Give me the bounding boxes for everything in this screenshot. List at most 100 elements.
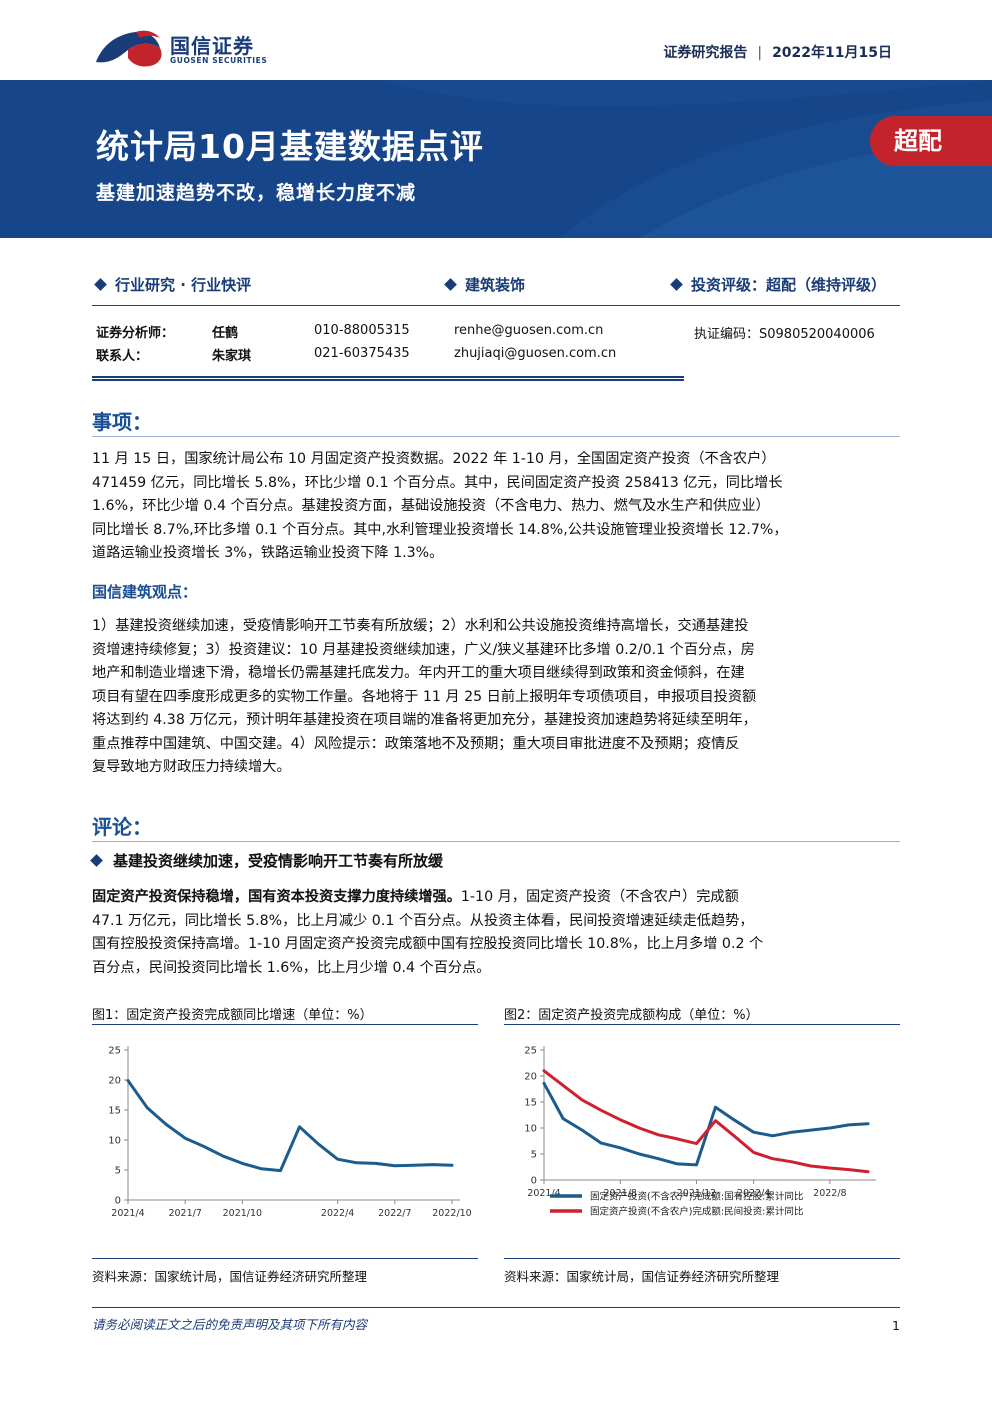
comment-line: 国有控股投资保持高增。1-10 月固定资产投资完成额中国有控股投资同比增长 10… <box>92 936 764 952</box>
figure2-title: 图2：固定资产投资完成额构成（单位：%） <box>504 1008 759 1023</box>
title-banner: 统计局10月基建数据点评 基建加速趋势不改，稳增长力度不减 超配 <box>0 80 992 238</box>
fig2-x-tick-label: 2021/8 <box>604 1188 637 1199</box>
category-divider <box>92 305 900 306</box>
fig1-y-tick-label: 20 <box>108 1076 121 1087</box>
event-line: 道路运输业投资增长 3%，铁路运输业投资下降 1.3%。 <box>92 545 444 561</box>
diamond-icon <box>90 854 103 867</box>
category-rating-label: 投资评级：超配（维持评级） <box>691 276 887 294</box>
view-paragraph: 1）基建投资继续加速，受疫情影响开工节奏有所放缓；2）水利和公共设施投资维持高增… <box>92 615 900 780</box>
category-industry: 建筑装饰 <box>444 274 526 295</box>
view-line: 资增速持续修复；3）投资建议：10 月基建投资继续加速，广义/狭义基建环比多增 … <box>92 641 755 658</box>
diamond-icon <box>670 278 683 291</box>
analyst-name: 任鹤 <box>212 326 239 341</box>
contact-phone: 021-60375435 <box>314 346 410 361</box>
analyst-email[interactable]: renhe@guosen.com.cn <box>454 323 604 338</box>
figure2-bottom-rule <box>504 1258 900 1259</box>
event-line: 11 月 15 日，国家统计局公布 10 月固定资产投资数据。2022 年 1-… <box>92 451 776 467</box>
company-name-en: GUOSEN SECURITIES <box>170 56 268 65</box>
analyst-role: 证券分析师： <box>96 326 175 341</box>
guosen-logo-icon <box>96 30 162 67</box>
footer-disclaimer: 请务必阅读正文之后的免责声明及其项下所有内容 <box>92 1317 368 1332</box>
fig2-x-tick-label: 2021/4 <box>527 1188 560 1199</box>
fig1-y-tick-label: 15 <box>108 1106 121 1117</box>
fig2-x-tick-label: 2022/8 <box>813 1188 846 1199</box>
category-rating: 投资评级：超配（维持评级） <box>670 274 887 295</box>
comment-paragraph: 固定资产投资保持稳增，国有资本投资支撑力度持续增强。1-10 月，固定资产投资（… <box>92 886 900 980</box>
fig2-x-tick-label: 2021/12 <box>677 1188 716 1199</box>
view-line: 地产和制造业增速下滑，稳增长仍需基建托底发力。年内开工的重大项目继续得到政策和资… <box>92 665 745 681</box>
rating-badge: 超配 <box>870 116 992 166</box>
analyst-divider <box>92 376 684 381</box>
fig2-y-tick-label: 10 <box>524 1124 537 1135</box>
figure1-top-rule <box>92 1024 478 1025</box>
report-subtitle: 基建加速趋势不改，稳增长力度不减 <box>96 182 417 204</box>
fig2-y-tick-label: 20 <box>524 1072 537 1083</box>
section-title-comment: 评论： <box>92 815 152 839</box>
fig2-x-tick-label: 2022/4 <box>737 1188 770 1199</box>
event-line: 1.6%，环比少增 0.4 个百分点。基建投资方面，基础设施投资（不含电力、热力… <box>92 498 770 514</box>
figure1-bottom-rule <box>92 1258 478 1259</box>
figure1-line-chart: 0 5 10 15 20 25 2021/4 2021/7 2021/10 2022/4 2022/… <box>108 1046 471 1220</box>
figure1-title: 图1：固定资产投资完成额同比增速（单位：%） <box>92 1008 373 1023</box>
figure2-top-rule <box>504 1024 900 1025</box>
report-title: 统计局10月基建数据点评 <box>96 127 484 166</box>
event-paragraph: 11 月 15 日，国家统计局公布 10 月固定资产投资数据。2022 年 1-… <box>92 448 900 566</box>
page-number: 1 <box>892 1318 900 1333</box>
view-line: 复导致地方财政压力持续增大。 <box>92 759 291 775</box>
fig2-y-tick-label: 5 <box>531 1150 537 1161</box>
footer-divider <box>92 1307 900 1308</box>
section-divider <box>92 841 900 842</box>
fig1-y-tick-label: 0 <box>115 1196 121 1207</box>
fig1-x-tick-label: 2022/7 <box>378 1208 411 1219</box>
fig2-series-line-0 <box>542 1081 870 1167</box>
report-date: 2022年11月15日 <box>772 45 892 61</box>
comment-lead: 固定资产投资保持稳增，国有资本投资支撑力度持续增强。 <box>92 889 461 905</box>
category-research-type-label: 行业研究 · 行业快评 <box>115 276 252 294</box>
category-research-type: 行业研究 · 行业快评 <box>94 274 252 295</box>
analyst-cert: 执证编码：S0980520040006 <box>694 327 875 342</box>
fig1-y-tick-label: 25 <box>108 1046 121 1057</box>
category-industry-label: 建筑装饰 <box>465 276 526 294</box>
fig2-legend-label-0: 固定资产投资(不含农户)完成额:国有控股:累计同比 <box>590 1191 803 1203</box>
comment-line-first: 固定资产投资保持稳增，国有资本投资支撑力度持续增强。1-10 月，固定资产投资（… <box>92 886 900 910</box>
diamond-icon <box>94 278 107 291</box>
fig2-y-tick-label: 15 <box>524 1098 537 1109</box>
analyst-phone: 010-88005315 <box>314 323 410 338</box>
contact-email[interactable]: zhujiaqi@guosen.com.cn <box>454 346 617 361</box>
comment-line: 47.1 万亿元，同比增长 5.8%，比上月减少 0.1 个百分点。从投资主体看… <box>92 912 754 929</box>
fig1-x-tick-label: 2022/4 <box>321 1208 354 1219</box>
diamond-icon <box>444 278 457 291</box>
fig1-series-line-0 <box>126 1079 454 1173</box>
figure2-line-chart: 0 5 10 15 20 25 2021/4 2021/8 2021/12 2022/4 2022/… <box>524 1046 876 1218</box>
comment-line: 百分点，民间投资同比增长 1.6%，比上月少增 0.4 个百分点。 <box>92 959 491 976</box>
view-line: 项目有望在四季度形成更多的实物工作量。各地将于 11 月 25 日前上报明年专项… <box>92 688 757 705</box>
comment-line: 1-10 月，固定资产投资（不含农户）完成额 <box>460 889 739 905</box>
fig1-x-tick-label: 2021/7 <box>168 1208 201 1219</box>
company-name-cn: 国信证券 <box>170 34 254 58</box>
fig1-y-tick-label: 5 <box>115 1166 121 1177</box>
figure2-source: 资料来源：国家统计局，国信证券经济研究所整理 <box>504 1269 780 1284</box>
fig2-y-tick-label: 25 <box>524 1046 537 1057</box>
section-title-event: 事项： <box>92 410 152 434</box>
view-title: 国信建筑观点： <box>92 583 198 601</box>
event-line: 同比增长 8.7%,环比多增 0.1 个百分点。其中,水利管理业投资增长 14.… <box>92 521 788 538</box>
view-line: 1）基建投资继续加速，受疫情影响开工节奏有所放缓；2）水利和公共设施投资维持高增… <box>92 618 749 634</box>
view-line: 重点推荐中国建筑、中国交建。4）风险提示：政策落地不及预期；重大项目审批进度不及… <box>92 735 740 752</box>
fig1-x-tick-label: 2021/4 <box>111 1208 144 1219</box>
section-divider <box>92 436 900 437</box>
fig1-y-tick-label: 10 <box>108 1136 121 1147</box>
event-line: 471459 亿元，同比增长 5.8%，环比少增 0.1 个百分点。其中，民间固… <box>92 474 783 491</box>
report-type: 证券研究报告 <box>663 45 748 61</box>
contact-name: 朱家琪 <box>212 349 252 364</box>
view-line: 将达到约 4.38 万亿元，预计明年基建投资在项目端的准备将更加充分，基建投资加… <box>92 712 757 728</box>
fig1-x-tick-label: 2021/10 <box>223 1208 262 1219</box>
fig2-legend-label-1: 固定资产投资(不含农户)完成额:民间投资:累计同比 <box>590 1206 803 1218</box>
report-meta: 证券研究报告 | 2022年11月15日 <box>663 42 892 62</box>
meta-separator: | <box>757 45 763 61</box>
fig2-y-tick-label: 0 <box>531 1176 537 1187</box>
fig1-x-tick-label: 2022/10 <box>432 1208 471 1219</box>
comment-bullet-text: 基建投资继续加速，受疫情影响开工节奏有所放缓 <box>113 852 444 870</box>
fig2-series-line-1 <box>542 1069 870 1174</box>
comment-bullet: 基建投资继续加速，受疫情影响开工节奏有所放缓 <box>90 850 444 871</box>
figure1-source: 资料来源：国家统计局，国信证券经济研究所整理 <box>92 1269 368 1284</box>
